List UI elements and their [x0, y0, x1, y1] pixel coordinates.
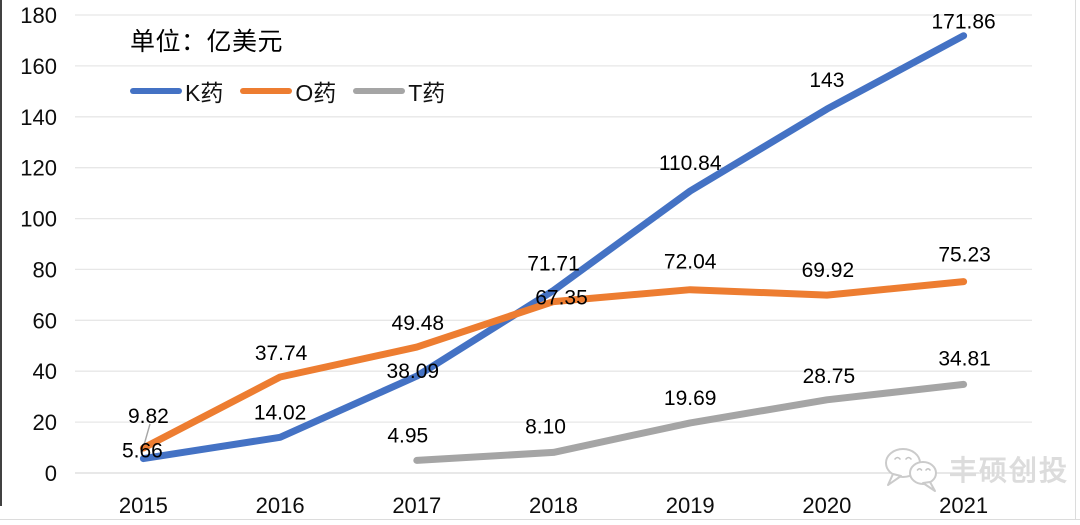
- x-tick-label: 2018: [529, 493, 578, 518]
- data-label: 19.69: [664, 387, 717, 410]
- y-tick-label: 180: [20, 3, 57, 28]
- y-tick-label: 140: [20, 105, 57, 130]
- chart-legend: K药 O药 T药: [130, 80, 445, 106]
- watermark: 丰硕创投: [880, 444, 1069, 494]
- data-label: 72.04: [664, 251, 717, 274]
- y-tick-label: 40: [33, 359, 57, 384]
- x-tick-label: 2021: [939, 493, 988, 518]
- legend-item-t: T药: [353, 74, 445, 108]
- data-label: 14.02: [254, 401, 307, 424]
- data-label: 8.10: [525, 415, 566, 438]
- y-tick-label: 120: [20, 156, 57, 181]
- left-border-line: [0, 0, 2, 506]
- data-label: 143: [809, 69, 844, 92]
- x-tick-label: 2020: [802, 493, 851, 518]
- x-tick-label: 2016: [256, 493, 305, 518]
- y-tick-label: 100: [20, 207, 57, 232]
- y-tick-label: 60: [33, 308, 57, 333]
- series-line-O药: [139, 278, 968, 452]
- y-tick-label: 80: [33, 257, 57, 282]
- legend-swatch: [240, 88, 293, 94]
- legend-swatch: [353, 88, 406, 94]
- data-label: 5.66: [122, 440, 163, 463]
- y-tick-label: 0: [45, 461, 57, 486]
- data-label: 28.75: [803, 365, 856, 388]
- x-tick-label: 2019: [666, 493, 715, 518]
- legend-label: K药: [185, 80, 224, 106]
- label-leader-line: [143, 423, 151, 446]
- data-label: 110.84: [659, 152, 722, 175]
- watermark-text: 丰硕创投: [949, 455, 1070, 486]
- right-border-line: [1075, 0, 1076, 520]
- legend-label: O药: [295, 80, 337, 106]
- legend-label: T药: [408, 80, 446, 106]
- x-tick-label: 2015: [119, 493, 168, 518]
- legend-item-k: K药: [130, 74, 223, 108]
- data-label: 49.48: [392, 312, 445, 335]
- x-tick-label: 2017: [392, 493, 441, 518]
- data-label: 71.71: [527, 253, 580, 276]
- data-label: 34.81: [938, 347, 991, 370]
- y-tick-label: 20: [33, 410, 57, 435]
- data-label: 37.74: [255, 342, 308, 365]
- data-label: 75.23: [938, 244, 991, 267]
- data-label: 67.35: [535, 287, 588, 310]
- data-label: 69.92: [802, 259, 855, 282]
- legend-item-o: O药: [240, 74, 336, 108]
- wechat-icon: [885, 448, 937, 492]
- data-label: 4.95: [387, 424, 428, 447]
- y-tick-label: 160: [20, 54, 57, 79]
- series-line-K药: [139, 32, 968, 463]
- legend-swatch: [130, 88, 182, 94]
- data-label: 9.82: [128, 405, 169, 428]
- series-line-T药: [413, 380, 968, 464]
- data-label: 171.86: [931, 11, 995, 34]
- data-label: 38.09: [387, 360, 440, 383]
- unit-label: 单位：亿美元: [130, 28, 284, 56]
- bottom-border-line: [0, 519, 1080, 520]
